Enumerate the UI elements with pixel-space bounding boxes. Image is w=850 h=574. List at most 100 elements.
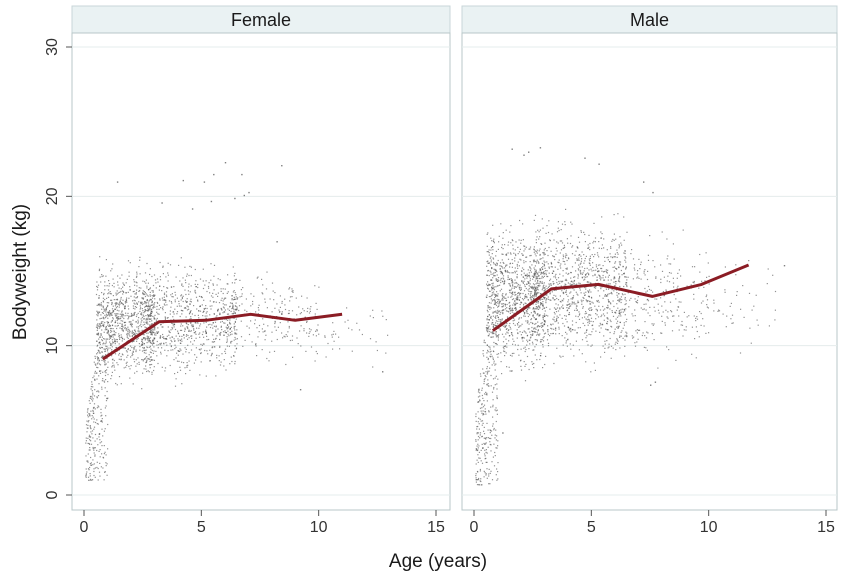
scatter-point bbox=[107, 423, 109, 426]
scatter-point bbox=[176, 313, 178, 315]
scatter-point bbox=[310, 306, 312, 308]
scatter-point bbox=[730, 302, 732, 304]
scatter-point bbox=[103, 294, 105, 296]
scatter-point bbox=[284, 336, 286, 338]
scatter-point bbox=[522, 311, 525, 313]
scatter-point bbox=[147, 323, 149, 325]
scatter-point bbox=[151, 323, 153, 325]
scatter-point bbox=[181, 329, 183, 331]
scatter-point bbox=[233, 299, 235, 301]
scatter-point bbox=[668, 263, 670, 265]
scatter-point bbox=[201, 344, 203, 346]
scatter-point bbox=[601, 216, 603, 218]
scatter-point bbox=[638, 277, 640, 279]
scatter-point bbox=[137, 326, 140, 328]
scatter-point bbox=[114, 353, 117, 355]
scatter-point bbox=[159, 343, 161, 345]
scatter-point bbox=[210, 308, 212, 310]
scatter-point bbox=[154, 306, 156, 308]
scatter-point bbox=[566, 254, 568, 256]
scatter-point bbox=[487, 331, 489, 333]
scatter-point bbox=[94, 433, 97, 436]
scatter-point bbox=[533, 246, 535, 248]
scatter-point bbox=[722, 313, 724, 315]
scatter-point bbox=[256, 327, 258, 329]
scatter-point bbox=[145, 361, 147, 364]
scatter-point bbox=[219, 332, 221, 334]
scatter-point bbox=[104, 289, 106, 291]
scatter-point bbox=[351, 329, 353, 331]
scatter-point bbox=[162, 299, 164, 301]
scatter-point bbox=[89, 478, 92, 480]
scatter-point bbox=[104, 374, 107, 377]
scatter-point bbox=[524, 278, 526, 280]
scatter-point bbox=[222, 288, 224, 290]
scatter-point bbox=[219, 345, 221, 347]
scatter-point bbox=[97, 395, 100, 397]
scatter-point bbox=[573, 355, 575, 357]
scatter-point bbox=[567, 299, 570, 301]
scatter-point bbox=[756, 319, 758, 321]
scatter-point bbox=[664, 301, 666, 303]
scatter-point bbox=[195, 333, 197, 335]
scatter-point bbox=[500, 277, 502, 280]
scatter-point bbox=[181, 310, 183, 312]
scatter-point bbox=[531, 322, 534, 324]
scatter-point bbox=[504, 267, 506, 269]
scatter-point bbox=[492, 287, 494, 290]
panel-title: Female bbox=[231, 10, 291, 30]
scatter-point bbox=[718, 310, 721, 312]
scatter-point bbox=[527, 320, 529, 322]
scatter-point bbox=[491, 279, 493, 281]
scatter-point bbox=[542, 303, 544, 305]
scatter-point bbox=[585, 361, 587, 363]
scatter-point bbox=[532, 333, 534, 335]
scatter-point bbox=[96, 329, 98, 331]
scatter-point bbox=[197, 286, 199, 289]
scatter-point bbox=[89, 414, 91, 416]
scatter-point bbox=[491, 240, 493, 242]
scatter-point bbox=[130, 325, 132, 327]
scatter-point bbox=[504, 244, 506, 246]
scatter-point bbox=[232, 307, 234, 309]
scatter-point bbox=[482, 414, 484, 416]
scatter-point bbox=[205, 329, 207, 331]
scatter-point bbox=[351, 350, 353, 352]
scatter-point bbox=[226, 313, 229, 315]
scatter-point bbox=[678, 301, 680, 303]
scatter-point bbox=[567, 273, 569, 275]
scatter-point bbox=[600, 356, 602, 358]
scatter-point bbox=[717, 310, 719, 312]
scatter-point bbox=[157, 347, 159, 349]
scatter-point bbox=[494, 301, 496, 303]
scatter-point bbox=[494, 437, 496, 439]
scatter-point bbox=[615, 283, 617, 285]
scatter-point bbox=[536, 313, 539, 315]
scatter-point bbox=[496, 343, 498, 346]
scatter-point bbox=[554, 259, 556, 261]
scatter-point bbox=[774, 309, 776, 311]
scatter-point bbox=[492, 273, 494, 275]
scatter-point bbox=[504, 297, 506, 299]
scatter-point bbox=[523, 330, 525, 332]
scatter-point bbox=[131, 315, 133, 317]
scatter-point bbox=[667, 275, 669, 277]
scatter-point bbox=[94, 455, 96, 457]
scatter-point bbox=[537, 321, 539, 323]
scatter-point bbox=[101, 453, 103, 455]
scatter-point bbox=[179, 369, 182, 371]
scatter-point bbox=[700, 312, 702, 315]
scatter-point bbox=[485, 474, 487, 476]
scatter-point bbox=[258, 309, 260, 311]
scatter-point bbox=[179, 329, 182, 331]
scatter-point bbox=[233, 323, 235, 325]
scatter-point bbox=[167, 280, 169, 282]
scatter-point bbox=[509, 285, 512, 287]
scatter-point bbox=[205, 312, 207, 314]
scatter-point bbox=[231, 299, 233, 301]
scatter-point bbox=[557, 322, 559, 324]
scatter-point bbox=[100, 466, 102, 468]
scatter-point bbox=[533, 330, 535, 333]
scatter-point bbox=[657, 309, 660, 311]
scatter-point bbox=[185, 282, 187, 284]
